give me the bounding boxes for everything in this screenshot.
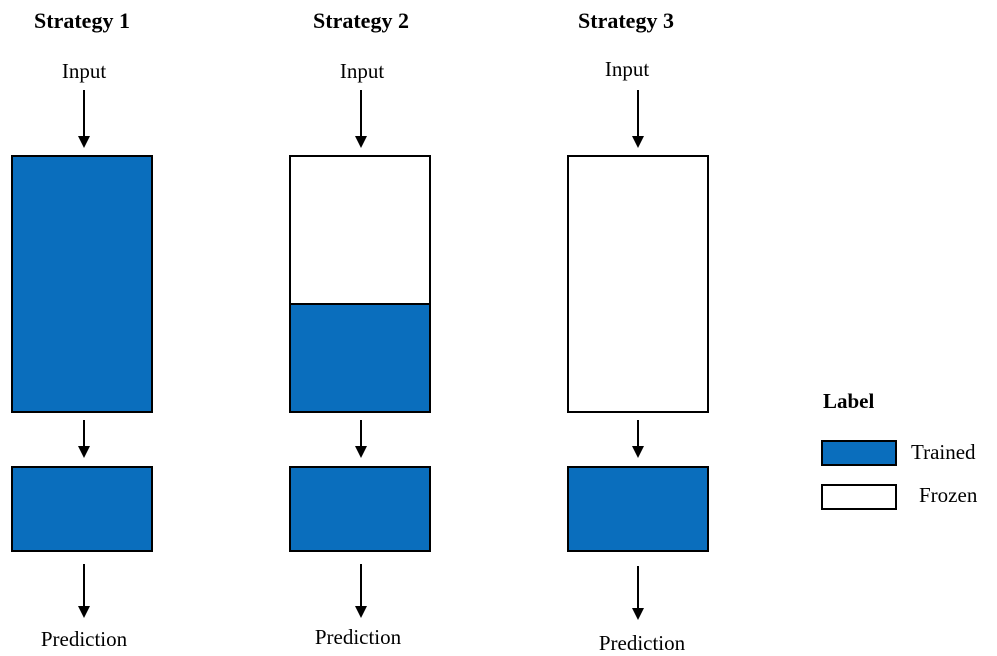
strategy-1-title: Strategy 1 [34, 8, 130, 33]
strategy-2-input-label: Input [339, 59, 385, 83]
strategy-3-title: Strategy 3 [578, 8, 674, 33]
strategy-2-head-block [289, 466, 431, 552]
strategy-1-mid-arrow [78, 420, 90, 458]
strategy-2-output-label: Prediction [314, 625, 402, 649]
strategy-2-mid-arrow [355, 420, 367, 458]
legend-swatch-frozen [821, 484, 897, 510]
strategy-1-head-block [11, 466, 153, 552]
legend-title: Label [823, 389, 875, 413]
strategy-2-frozen-block [289, 155, 431, 305]
legend-label-frozen: Frozen [919, 483, 978, 507]
strategy-3-frozen-block [567, 155, 709, 413]
strategy-1-output-arrow [78, 564, 90, 618]
strategy-1-input-label: Input [61, 59, 107, 83]
strategy-1-input-arrow [78, 90, 90, 148]
strategy-3-input-label: Input [604, 57, 650, 81]
strategy-2-input-arrow [355, 90, 367, 148]
strategy-1-output-label: Prediction [40, 627, 128, 651]
strategy-2-output-arrow [355, 564, 367, 618]
strategy-2-title: Strategy 2 [313, 8, 409, 33]
legend-label-trained: Trained [911, 440, 976, 464]
strategy-3-head-block [567, 466, 709, 552]
legend-swatch-trained [821, 440, 897, 466]
strategy-1-backbone-block [11, 155, 153, 413]
strategy-3-mid-arrow [632, 420, 644, 458]
strategy-2-trained-block [289, 303, 431, 413]
strategy-3-output-arrow [632, 566, 644, 620]
strategy-3-output-label: Prediction [598, 631, 686, 655]
strategy-3-input-arrow [632, 90, 644, 148]
